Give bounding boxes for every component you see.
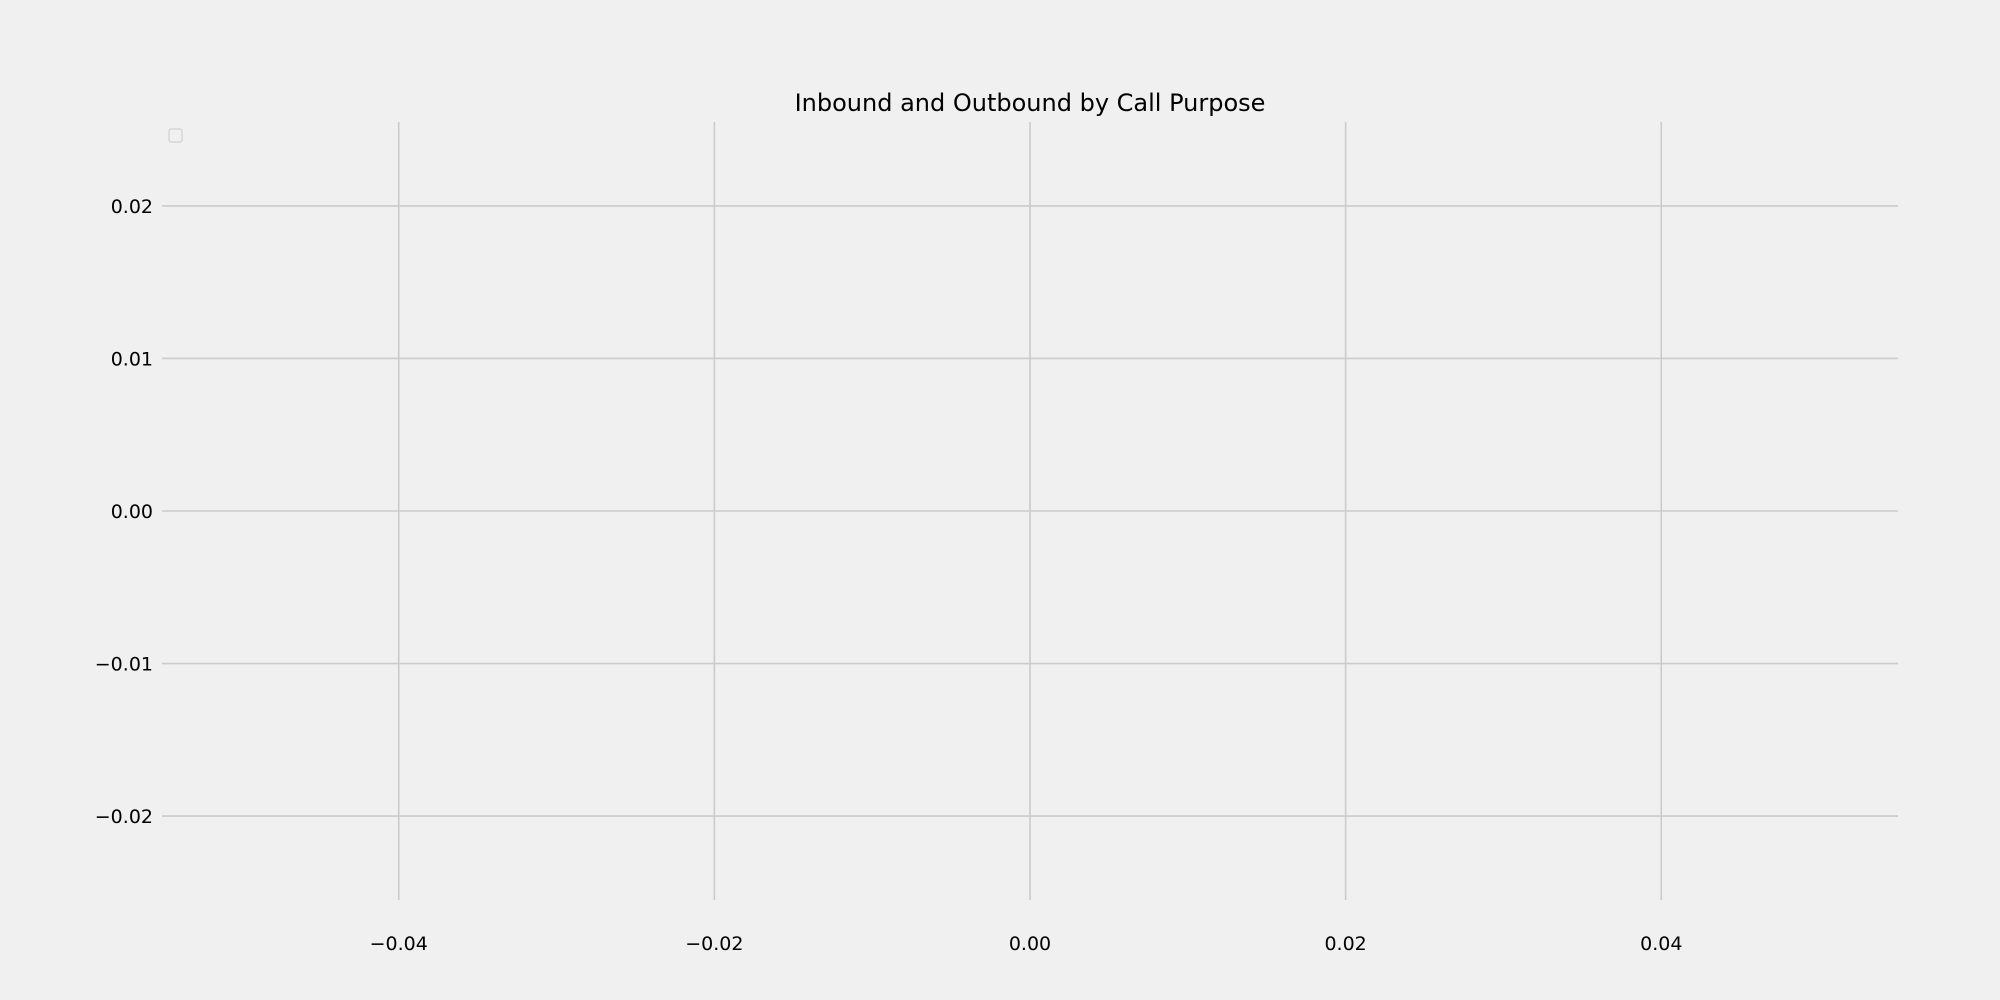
x-tick-label: 0.02 — [1324, 933, 1366, 955]
y-tick-label: 0.02 — [111, 196, 153, 218]
x-tick-label: 0.00 — [1009, 933, 1051, 955]
y-tick-label: −0.02 — [95, 806, 153, 828]
y-tick-labels: 0.02 0.01 0.00 −0.01 −0.02 — [95, 196, 153, 828]
chart-title: Inbound and Outbound by Call Purpose — [795, 89, 1266, 117]
y-tick-label: 0.01 — [111, 348, 153, 370]
legend-box[interactable] — [168, 128, 183, 143]
y-tick-label: −0.01 — [95, 654, 153, 676]
y-gridlines — [162, 205, 1898, 817]
y-tick-label: 0.00 — [111, 501, 153, 523]
x-tick-label: −0.04 — [370, 933, 428, 955]
x-tick-labels: −0.04 −0.02 0.00 0.02 0.04 — [370, 933, 1683, 955]
x-tick-label: −0.02 — [685, 933, 743, 955]
x-tick-label: 0.04 — [1640, 933, 1682, 955]
